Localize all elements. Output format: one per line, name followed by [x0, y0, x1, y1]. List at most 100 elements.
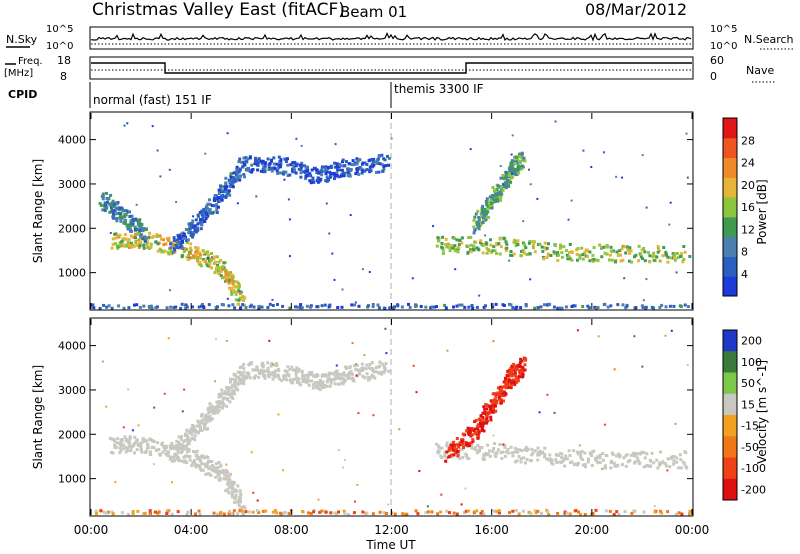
echo-cell: [452, 443, 456, 447]
echo-cell: [190, 256, 194, 260]
echo-cell: [518, 372, 522, 376]
echo-cell: [119, 219, 123, 223]
echo-cell: [638, 452, 642, 456]
echo-cell: [577, 510, 580, 514]
echo-cell: [295, 162, 299, 166]
echo-cell: [485, 197, 489, 201]
echo-cell: [529, 512, 533, 515]
echo-cell: [594, 258, 598, 262]
noise-cell: [335, 364, 338, 367]
noise-cell: [390, 137, 393, 140]
echo-cell: [333, 165, 337, 169]
echo-cell: [453, 244, 457, 248]
echo-cell: [241, 373, 245, 377]
echo-cell: [632, 451, 636, 455]
echo-cell: [140, 448, 143, 452]
echo-cell: [135, 303, 139, 307]
echo-cell: [655, 255, 659, 259]
noise-cell: [151, 125, 154, 128]
echo-cell: [170, 442, 174, 445]
echo-cell: [263, 169, 267, 173]
echo-cell: [524, 445, 528, 449]
echo-cell: [187, 222, 191, 226]
echo-cell: [288, 306, 292, 310]
echo-cell: [483, 407, 487, 411]
echo-cell: [173, 250, 177, 254]
echo-cell: [510, 170, 514, 174]
echo-cell: [219, 266, 223, 270]
echo-cell: [576, 247, 580, 251]
echo-cell: [165, 511, 169, 515]
echo-cell: [337, 510, 340, 514]
time-axis-label: Time UT: [365, 538, 416, 552]
noise-cell: [492, 434, 495, 437]
echo-cell: [217, 409, 221, 413]
noise-cell: [412, 364, 415, 367]
echo-cell: [580, 458, 584, 461]
echo-cell: [650, 451, 654, 455]
echo-cell: [183, 433, 187, 437]
echo-cell: [328, 384, 332, 388]
echo-cell: [587, 457, 590, 461]
echo-cell: [371, 305, 375, 309]
echo-cell: [664, 253, 668, 257]
echo-cell: [198, 261, 202, 265]
echo-cell: [113, 232, 117, 236]
echo-cell: [668, 256, 671, 260]
echo-cell: [286, 365, 290, 369]
echo-cell: [207, 303, 211, 307]
echo-cell: [629, 453, 633, 457]
echo-cell: [519, 369, 523, 373]
echo-cell: [204, 472, 208, 476]
echo-cell: [450, 443, 454, 447]
echo-cell: [500, 456, 504, 460]
echo-cell: [494, 302, 498, 306]
echo-cell: [292, 161, 296, 165]
echo-cell: [172, 306, 176, 309]
echo-cell: [570, 305, 574, 308]
noise-cell: [384, 327, 387, 330]
echo-cell: [437, 450, 441, 453]
echo-cell: [185, 239, 188, 242]
noise-cell: [446, 349, 449, 352]
echo-cell: [251, 168, 255, 171]
echo-cell: [648, 254, 652, 258]
echo-cell: [545, 256, 549, 259]
echo-cell: [675, 456, 679, 460]
echo-cell: [101, 197, 105, 201]
noise-cell: [135, 203, 138, 206]
echo-cell: [456, 250, 460, 254]
echo-cell: [139, 241, 142, 244]
echo-cell: [277, 155, 281, 159]
echo-cell: [112, 438, 116, 441]
echo-cell: [217, 205, 220, 209]
echo-cell: [302, 170, 306, 174]
echo-cell: [257, 511, 261, 514]
echo-cell: [513, 446, 517, 450]
echo-cell: [651, 255, 655, 258]
echo-cell: [509, 180, 513, 184]
echo-cell: [261, 370, 264, 374]
echo-cell: [336, 306, 340, 309]
echo-cell: [378, 510, 382, 514]
echo-cell: [445, 450, 449, 454]
echo-cell: [586, 255, 589, 259]
echo-cell: [323, 384, 327, 387]
echo-cell: [485, 251, 489, 255]
echo-cell: [198, 466, 202, 470]
echo-cell: [365, 163, 369, 166]
echo-cell: [266, 361, 270, 365]
echo-cell: [675, 460, 679, 464]
velocity-colorbar-segment: [723, 372, 737, 395]
echo-cell: [548, 453, 552, 457]
echo-cell: [610, 258, 614, 262]
velocity-colorbar-frame: [722, 329, 738, 501]
echo-cell: [165, 237, 169, 240]
echo-cell: [541, 249, 545, 253]
noise-cell: [215, 338, 217, 341]
echo-cell: [492, 404, 496, 408]
echo-cell: [568, 454, 572, 457]
echo-cell: [172, 236, 176, 240]
echo-cell: [351, 372, 355, 376]
echo-cell: [378, 364, 381, 368]
